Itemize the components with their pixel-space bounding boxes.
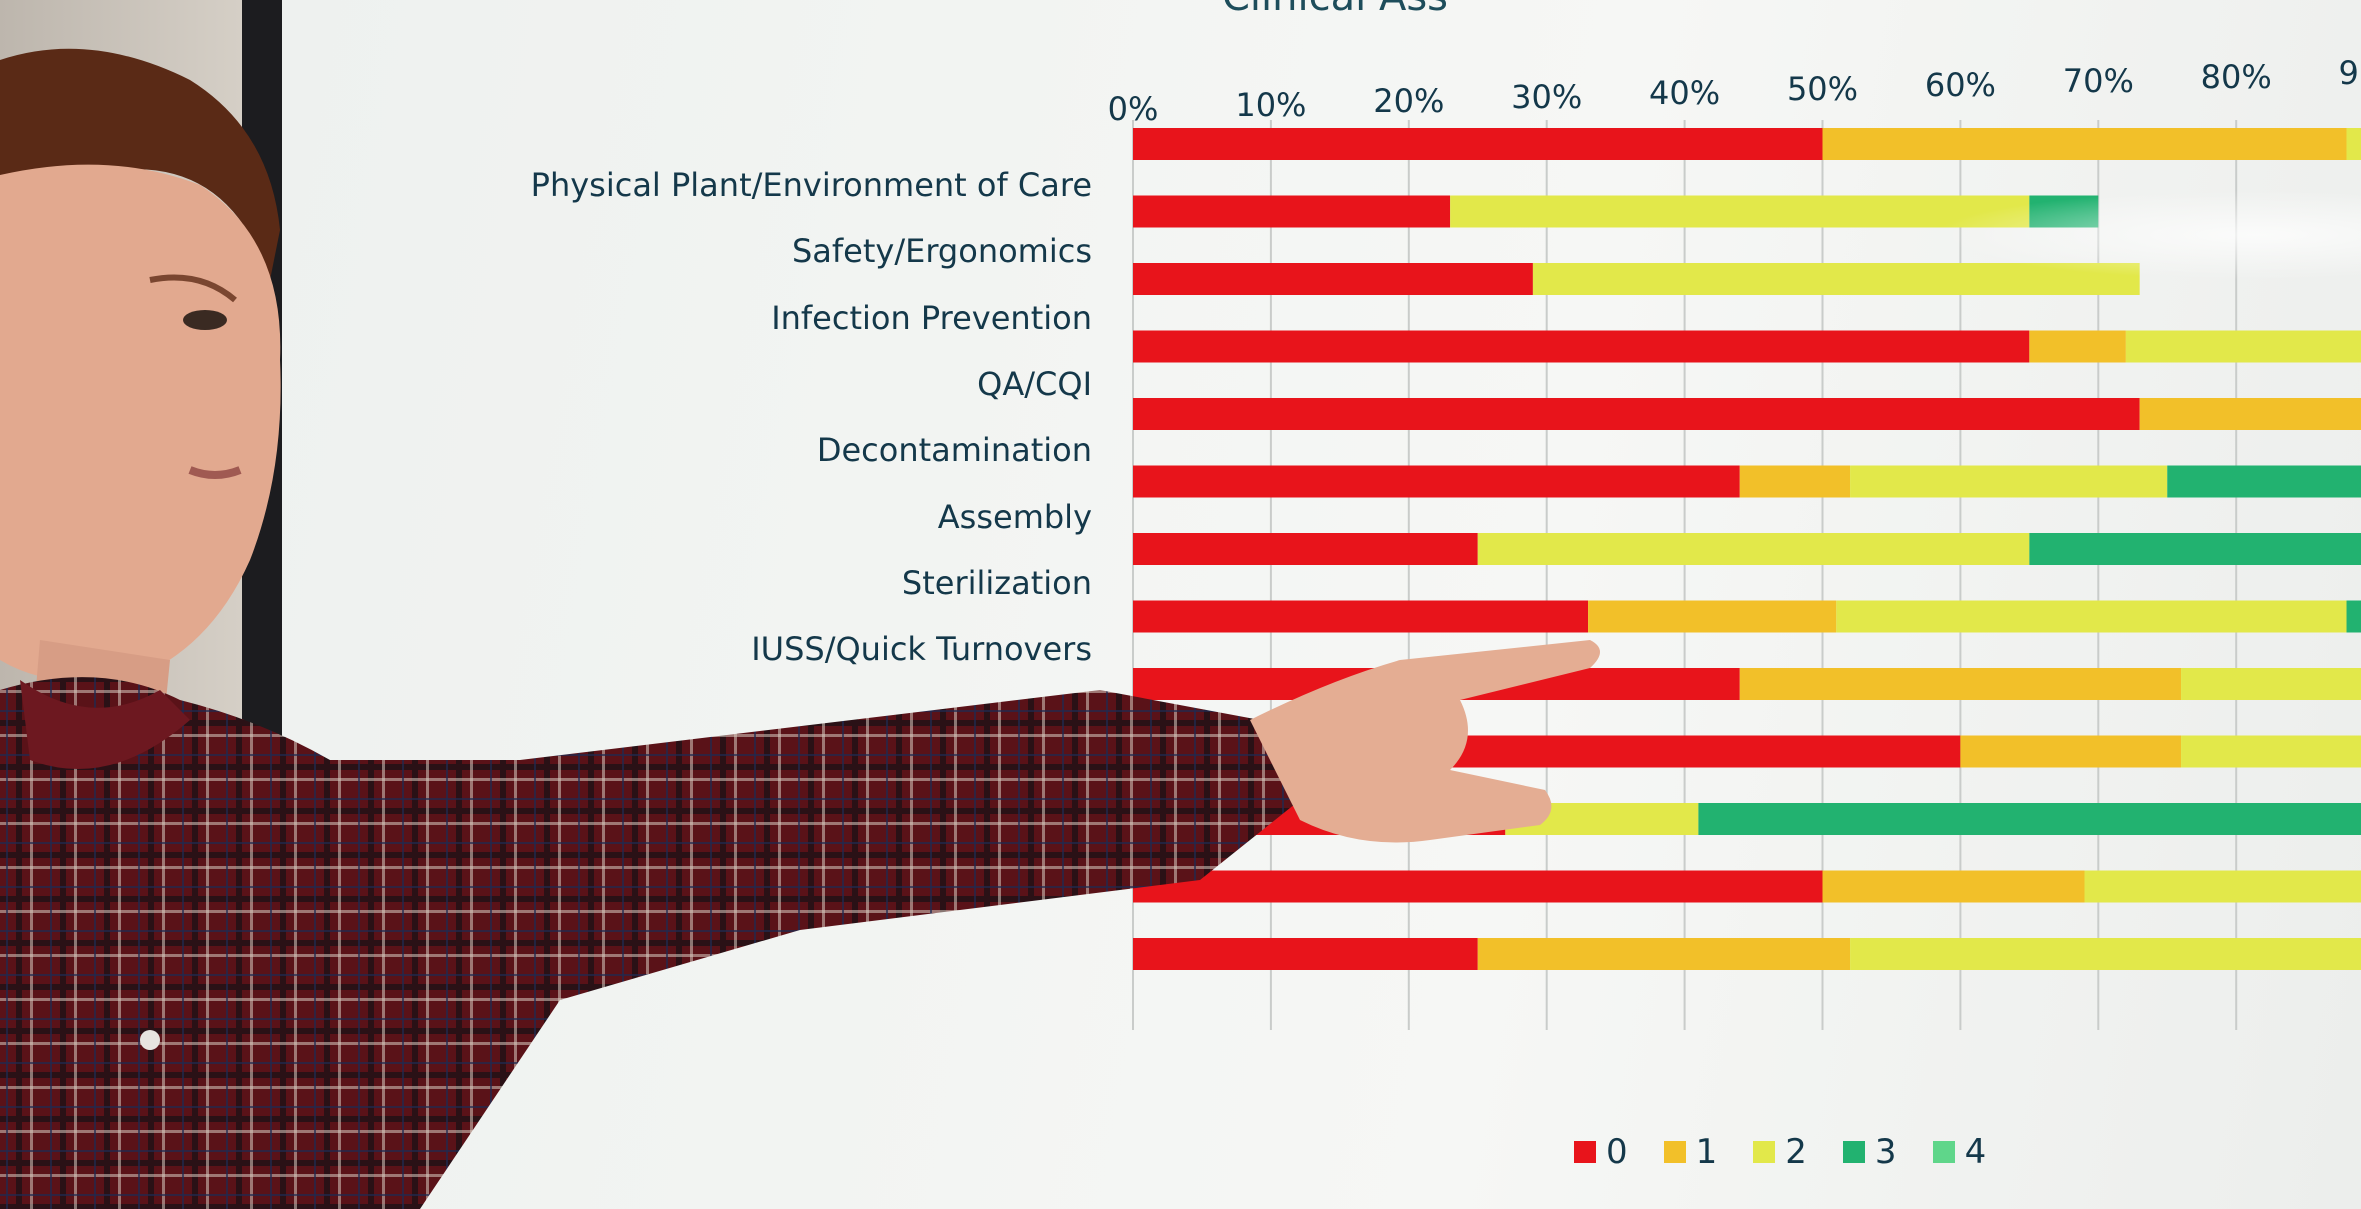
legend-item: 1 xyxy=(1663,1132,1718,1172)
legend-item: 0 xyxy=(1574,1132,1628,1172)
category-label: Physical Plant/Environment of Care xyxy=(530,166,1092,204)
bar-segment-0 xyxy=(1133,128,1823,160)
bar-segment-1 xyxy=(1588,600,1837,633)
legend-item: 3 xyxy=(1842,1132,1897,1172)
x-tick-label: 80% xyxy=(2200,58,2272,96)
bar-segment-2 xyxy=(2084,870,2361,903)
bar-segment-0 xyxy=(1133,735,1961,768)
bar-segment-2 xyxy=(2181,668,2361,700)
legend-swatch xyxy=(1932,1141,1955,1163)
bar-segment-2 xyxy=(2181,735,2361,768)
bar-segment-2 xyxy=(1477,533,2030,565)
category-label: Safety/Ergonomics xyxy=(791,232,1092,271)
bar-segment-0 xyxy=(1133,803,1506,835)
bar-segment-2 xyxy=(2125,330,2361,363)
bar-segment-1 xyxy=(1822,870,2085,903)
stacked-bar-chart xyxy=(1132,120,2361,1030)
chart-legend: 0 1 2 3 4 xyxy=(1574,1132,1986,1172)
legend-item: 2 xyxy=(1753,1132,1807,1172)
bar-segment-2 xyxy=(1505,803,1699,835)
bar-segment-0 xyxy=(1133,263,1533,295)
x-tick-label: 20% xyxy=(1373,82,1445,120)
category-label: Assembly xyxy=(937,497,1092,536)
legend-swatch xyxy=(1842,1141,1865,1163)
chart-title: Clinical Ass xyxy=(1222,0,1448,20)
bar-segment-0 xyxy=(1133,465,1740,498)
bar-segment-3 xyxy=(2029,195,2099,228)
x-tick-label: 50% xyxy=(1786,70,1859,108)
x-tick-label: 70% xyxy=(2062,62,2134,100)
bar-segment-1 xyxy=(1822,128,2347,160)
bar-segment-1 xyxy=(2139,398,2361,430)
bar-segment-3 xyxy=(2346,600,2361,633)
bar-segment-0 xyxy=(1133,398,2140,430)
bar-segment-0 xyxy=(1133,195,1451,228)
legend-label: 4 xyxy=(1964,1132,1987,1172)
bar-segment-2 xyxy=(1850,938,2361,970)
legend-label: 1 xyxy=(1695,1132,1718,1172)
category-label: IUSS/Quick Turnovers xyxy=(751,630,1092,669)
category-label: Sterilization xyxy=(901,563,1092,602)
x-tick-label: 10% xyxy=(1235,86,1307,124)
legend-label: 0 xyxy=(1606,1132,1628,1172)
wall xyxy=(0,0,250,1209)
legend-swatch xyxy=(1663,1141,1686,1163)
bar-segment-1 xyxy=(1739,465,1851,498)
bar-segment-1 xyxy=(1739,668,2182,700)
bar-segment-1 xyxy=(1477,938,1851,970)
bar-segment-3 xyxy=(1698,803,2361,835)
category-label: Infection Prevention xyxy=(771,298,1092,337)
legend-label: 3 xyxy=(1874,1132,1897,1172)
bar-segment-0 xyxy=(1133,600,1589,633)
bar-segment-0 xyxy=(1133,668,1740,700)
bar-segment-0 xyxy=(1133,870,1823,903)
bar-segment-2 xyxy=(2346,128,2361,160)
bar-segment-2 xyxy=(1850,465,2168,498)
category-label: Decontamination xyxy=(816,431,1092,470)
bar-segment-2 xyxy=(1836,600,2347,633)
x-tick-label: 40% xyxy=(1649,74,1721,112)
legend-swatch xyxy=(1753,1141,1776,1163)
bar-segment-3 xyxy=(2029,533,2361,565)
bar-segment-0 xyxy=(1133,533,1478,565)
bar-segment-1 xyxy=(2029,330,2126,363)
presentation-screen: Clinical Ass 0%10%20%30%40%50%60%70%80%9… xyxy=(282,0,2361,1209)
legend-item: 4 xyxy=(1932,1132,1987,1172)
x-tick-label: 90% xyxy=(2338,54,2361,92)
bar-segment-2 xyxy=(1450,195,2030,228)
bar-segment-3 xyxy=(2167,465,2361,498)
bar-segment-0 xyxy=(1133,938,1478,970)
bar-segment-0 xyxy=(1133,330,2030,363)
legend-swatch xyxy=(1574,1141,1596,1163)
x-tick-label: 60% xyxy=(1924,66,1996,104)
bar-segment-2 xyxy=(1532,263,2140,295)
bar-segment-1 xyxy=(1960,735,2182,768)
x-tick-label: 30% xyxy=(1511,78,1583,116)
legend-label: 2 xyxy=(1785,1132,1807,1172)
category-label: QA/CQI xyxy=(977,364,1092,403)
